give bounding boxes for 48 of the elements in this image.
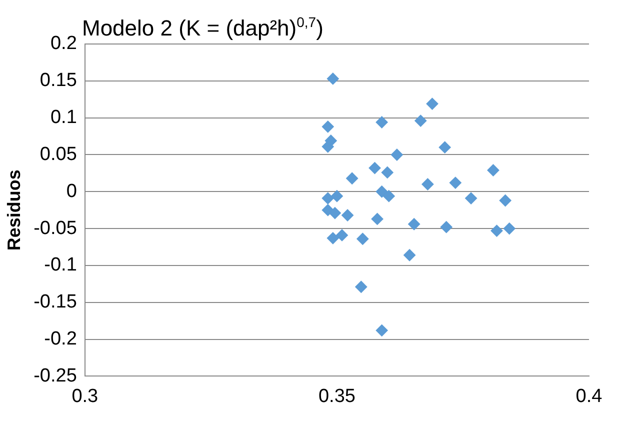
point [322, 120, 334, 133]
chart-title: Modelo 2 (K = (dap²h)$^{0,7}$) [82, 14, 324, 42]
point [382, 190, 395, 202]
point [376, 186, 388, 198]
y-tick-label: 0.1 [50, 107, 77, 128]
point [342, 209, 354, 222]
y-tick-label: -0.05 [34, 218, 77, 239]
point [499, 194, 512, 207]
point [326, 72, 339, 85]
point [322, 140, 334, 153]
y-tick-label: 0.2 [50, 33, 77, 54]
point [336, 229, 348, 242]
point [422, 178, 434, 190]
point [404, 249, 416, 262]
point [376, 324, 388, 336]
y-tick-label: -0.1 [44, 254, 77, 276]
point [408, 218, 420, 230]
point [355, 280, 368, 293]
point [438, 141, 451, 154]
y-tick-label: -0.25 [34, 365, 77, 386]
point [503, 222, 516, 235]
point [449, 176, 462, 189]
point [322, 192, 334, 204]
point [356, 232, 369, 245]
y-tick-label: 0.15 [40, 70, 77, 92]
point [346, 172, 358, 184]
y-tick-label: -0.15 [34, 292, 77, 313]
point [487, 164, 500, 176]
point [328, 207, 341, 220]
point [465, 192, 478, 204]
point [330, 190, 343, 202]
point [381, 166, 394, 178]
x-tick-label: 0.4 [576, 386, 603, 407]
y-tick-label: 0.05 [40, 144, 77, 165]
point [326, 232, 339, 244]
point [490, 224, 503, 237]
point [368, 162, 381, 174]
point [376, 116, 388, 128]
x-tick-label: 0.3 [72, 386, 98, 407]
x-tick-label: 0.35 [318, 386, 356, 407]
point [426, 98, 438, 110]
point [390, 148, 403, 161]
y-tick-label: -0.2 [44, 328, 77, 350]
point [371, 212, 384, 225]
point [414, 114, 427, 127]
point [440, 221, 452, 234]
y-axis-title: Residuos [4, 170, 24, 251]
y-tick-label: 0 [66, 180, 77, 202]
